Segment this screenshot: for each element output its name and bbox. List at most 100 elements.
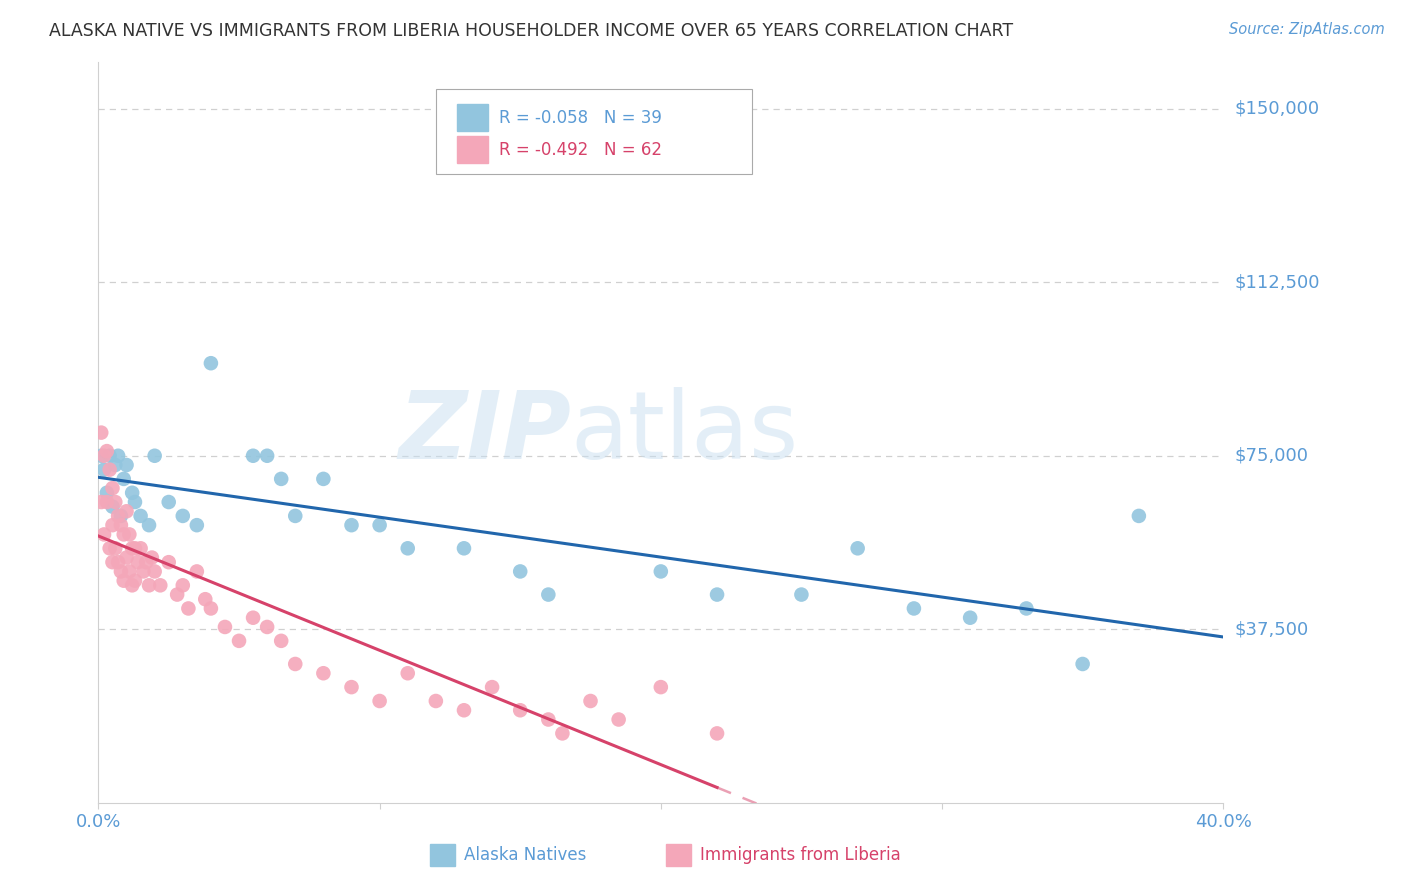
Text: R = -0.058   N = 39: R = -0.058 N = 39 [499, 109, 662, 127]
Point [135, 555, 157, 569]
Point [104, 458, 127, 472]
Point [149, 578, 172, 592]
Point [110, 508, 132, 523]
Point [340, 518, 363, 533]
Point [96, 495, 118, 509]
Point [509, 703, 531, 717]
Text: $37,500: $37,500 [1234, 620, 1309, 639]
Point [129, 508, 152, 523]
Point [1015, 601, 1038, 615]
Point [157, 555, 180, 569]
Point [256, 449, 278, 463]
Point [107, 508, 129, 523]
Point [959, 610, 981, 624]
Point [98, 449, 121, 463]
Text: R = -0.492   N = 62: R = -0.492 N = 62 [499, 141, 662, 159]
Point [270, 633, 292, 648]
Point [98, 462, 121, 476]
Point [101, 500, 124, 514]
Point [115, 504, 138, 518]
Point [143, 449, 166, 463]
Point [270, 472, 292, 486]
Text: Immigrants from Liberia: Immigrants from Liberia [700, 846, 901, 863]
Point [124, 574, 146, 588]
Point [121, 485, 143, 500]
Point [228, 633, 250, 648]
Point [453, 541, 475, 556]
Point [124, 541, 146, 556]
Point [537, 713, 560, 727]
Point [124, 495, 146, 509]
Point [132, 565, 155, 579]
Point [903, 601, 925, 615]
Point [115, 550, 138, 565]
Point [650, 565, 672, 579]
Point [143, 565, 166, 579]
Point [312, 666, 335, 681]
Text: ZIP: ZIP [398, 386, 571, 479]
Bar [430, 844, 456, 866]
Point [127, 555, 149, 569]
Point [121, 578, 143, 592]
Point [551, 726, 574, 740]
Point [186, 518, 208, 533]
Point [172, 508, 194, 523]
Point [90, 495, 112, 509]
Point [368, 694, 391, 708]
Point [186, 565, 208, 579]
Point [104, 541, 127, 556]
Point [312, 472, 335, 486]
Point [112, 527, 135, 541]
Point [650, 680, 672, 694]
Point [104, 495, 127, 509]
Point [121, 541, 143, 556]
Point [200, 601, 222, 615]
Point [112, 574, 135, 588]
Point [101, 555, 124, 569]
Point [200, 356, 222, 370]
Point [846, 541, 869, 556]
Point [790, 588, 813, 602]
Point [118, 527, 141, 541]
Point [96, 444, 118, 458]
Text: $112,500: $112,500 [1234, 273, 1320, 291]
Point [284, 508, 307, 523]
Point [242, 449, 264, 463]
Point [166, 588, 188, 602]
Text: $75,000: $75,000 [1234, 447, 1309, 465]
Point [141, 550, 163, 565]
Point [214, 620, 236, 634]
Point [90, 449, 112, 463]
Point [96, 485, 118, 500]
Point [425, 694, 447, 708]
Point [481, 680, 503, 694]
Point [706, 726, 728, 740]
Text: $150,000: $150,000 [1234, 100, 1319, 118]
Point [396, 541, 419, 556]
Point [368, 518, 391, 533]
Point [112, 472, 135, 486]
Point [579, 694, 602, 708]
Point [453, 703, 475, 717]
Point [101, 518, 124, 533]
Point [98, 541, 121, 556]
Point [242, 610, 264, 624]
Text: Source: ZipAtlas.com: Source: ZipAtlas.com [1229, 22, 1385, 37]
Point [177, 601, 200, 615]
Point [157, 495, 180, 509]
Point [706, 588, 728, 602]
Point [607, 713, 630, 727]
Point [129, 541, 152, 556]
Point [537, 588, 560, 602]
Point [93, 462, 115, 476]
Point [115, 458, 138, 472]
Point [194, 592, 217, 607]
Point [107, 555, 129, 569]
Point [110, 565, 132, 579]
Text: Alaska Natives: Alaska Natives [464, 846, 586, 863]
Text: atlas: atlas [571, 386, 799, 479]
Point [1128, 508, 1150, 523]
Point [93, 449, 115, 463]
Point [340, 680, 363, 694]
Point [172, 578, 194, 592]
